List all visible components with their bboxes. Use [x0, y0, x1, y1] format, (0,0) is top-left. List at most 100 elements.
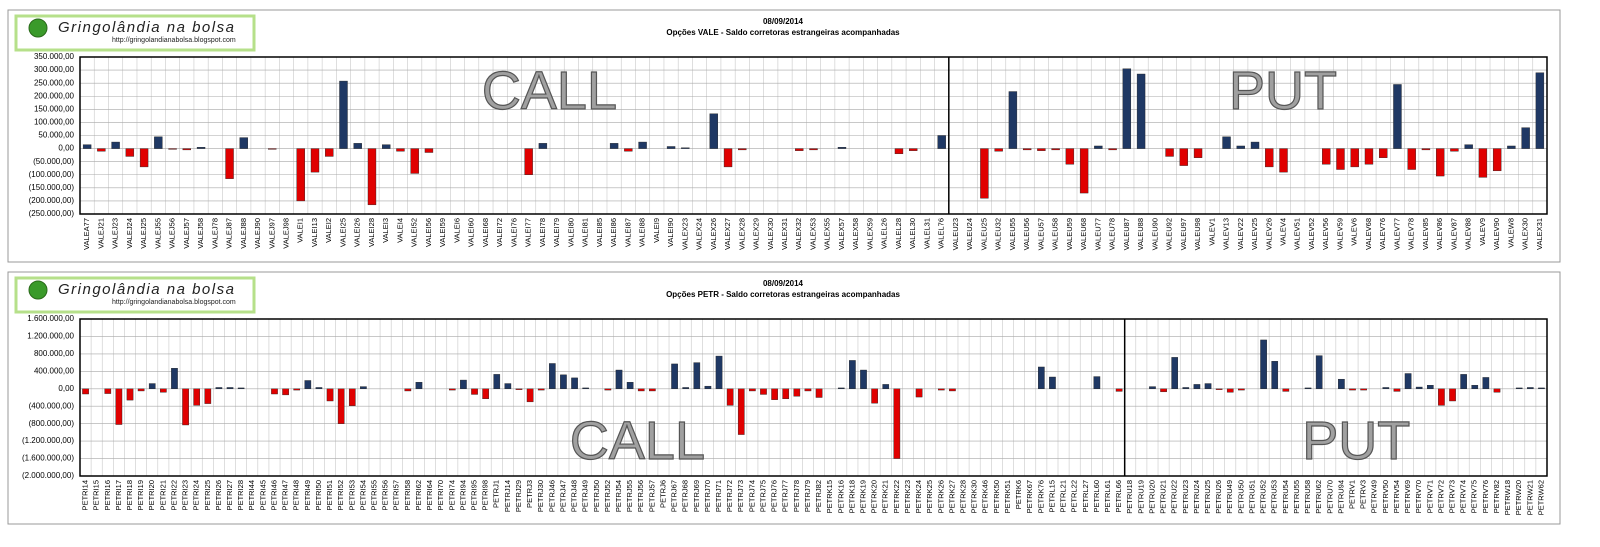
x-tick-label: PETRI55 — [369, 480, 378, 510]
x-tick-label: VALEU77 — [1093, 218, 1102, 250]
x-tick-label: VALEU68 — [1079, 218, 1088, 250]
x-tick-label: VALEI79 — [552, 218, 561, 247]
x-tick-label: VALEI88 — [638, 218, 647, 247]
x-tick-label: VALEJ57 — [182, 218, 191, 249]
x-tick-label: PETRJ72 — [725, 480, 734, 512]
x-tick-label: PETRI98 — [481, 480, 490, 510]
x-tick-label: PETRI15 — [92, 480, 101, 510]
bar — [1260, 339, 1267, 389]
bar — [782, 388, 790, 400]
bar — [1093, 376, 1101, 389]
x-tick-label: PETRJ29 — [514, 480, 523, 512]
x-tick-label: PETRI23 — [181, 480, 190, 510]
x-tick-label: VALEX23 — [680, 218, 689, 250]
x-tick-label: PETRJ77 — [781, 480, 790, 512]
bar — [1215, 388, 1223, 390]
bar — [237, 387, 245, 389]
y-tick-label: 0,00 — [58, 144, 74, 153]
bar — [1136, 73, 1146, 149]
x-tick-label: PETRU58 — [1303, 480, 1312, 514]
bar — [382, 144, 391, 149]
x-tick-label: VALEV90 — [1492, 218, 1501, 250]
bar — [293, 388, 301, 391]
bar — [1415, 386, 1423, 389]
bar — [937, 135, 946, 149]
x-tick-label: PETRL15 — [1047, 480, 1056, 513]
bar — [1322, 148, 1331, 165]
bar — [1350, 148, 1359, 168]
bar — [215, 387, 223, 389]
x-tick-label: PETRI48 — [292, 480, 301, 510]
x-tick-label: PETRW18 — [1503, 480, 1512, 515]
x-tick-label: VALEL30 — [908, 218, 917, 249]
bar — [1049, 376, 1056, 389]
bar — [82, 388, 89, 395]
x-tick-label: PETRI58 — [403, 480, 412, 510]
y-tick-label: 300.000,00 — [34, 65, 75, 74]
x-tick-label: PETRI24 — [192, 480, 201, 510]
bar — [771, 388, 778, 400]
bar — [1450, 148, 1459, 152]
x-tick-label: VALEI87 — [623, 218, 632, 247]
y-tick-label: 150.000,00 — [34, 104, 75, 113]
x-tick-label: VALEJ90 — [253, 218, 262, 249]
x-tick-label: PETRI47 — [281, 480, 290, 510]
x-tick-label: VALEI85 — [595, 218, 604, 247]
bar — [538, 143, 548, 149]
bar — [582, 387, 589, 389]
bar — [1426, 385, 1434, 389]
bar — [1521, 127, 1530, 149]
bar — [1315, 355, 1323, 389]
x-tick-label: PETRJ30 — [536, 480, 545, 512]
bar — [526, 388, 534, 403]
x-tick-label: PETRU21 — [1159, 480, 1168, 514]
bar — [1271, 361, 1279, 389]
bar — [410, 148, 419, 174]
x-tick-label: PETRV3 — [1359, 480, 1368, 509]
x-tick-label: VALEV85 — [1421, 218, 1430, 250]
x-tick-label: PETRU24 — [1192, 480, 1201, 514]
bar — [367, 148, 377, 206]
x-tick-label: PETRI20 — [147, 480, 156, 510]
x-tick-label: PETRK26 — [936, 480, 945, 513]
x-tick-label: VALEV26 — [1264, 218, 1273, 250]
bar — [148, 383, 156, 389]
bar — [126, 388, 134, 401]
x-tick-label: PETRJ78 — [792, 480, 801, 512]
x-tick-label: PETRK24 — [914, 480, 923, 513]
x-tick-label: VALEV6 — [1350, 218, 1359, 246]
bar — [348, 388, 356, 406]
bar — [1482, 377, 1490, 389]
x-tick-label: PETRI46 — [269, 480, 278, 510]
bar — [909, 148, 918, 151]
bar — [1460, 374, 1467, 389]
x-tick-label: PETRL61 — [1103, 480, 1112, 513]
y-tick-label: 800.000,00 — [34, 349, 75, 358]
x-tick-label: VALEU92 — [1165, 218, 1174, 250]
x-tick-label: PETRI57 — [392, 480, 401, 510]
x-tick-label: PETRJ49 — [581, 480, 590, 512]
y-tick-label: 200.000,00 — [34, 91, 75, 100]
x-tick-label: VALEV78 — [1407, 218, 1416, 250]
bar — [980, 148, 989, 199]
x-tick-label: PETRK19 — [858, 480, 867, 513]
bar — [1493, 388, 1501, 393]
x-tick-label: PETRV73 — [1448, 480, 1457, 513]
x-tick-label: PETRJ3 — [525, 480, 534, 508]
x-tick-label: VALEX27 — [723, 218, 732, 250]
bar — [1038, 366, 1045, 389]
x-tick-label: PETRJ48 — [570, 480, 579, 512]
y-tick-label: (1.200.000,00) — [22, 436, 74, 445]
x-tick-label: PETRI16 — [103, 480, 112, 510]
x-tick-label: PETRK23 — [903, 480, 912, 513]
x-tick-label: VALEU25 — [979, 218, 988, 250]
bar — [271, 388, 278, 395]
x-tick-label: VALEV4 — [1278, 218, 1287, 246]
bar — [315, 387, 323, 389]
x-tick-label: VALEJ23 — [111, 218, 120, 249]
x-tick-label: PETRU55 — [1292, 480, 1301, 514]
bar — [125, 148, 135, 157]
bar — [515, 388, 523, 390]
bar — [182, 388, 189, 426]
x-tick-label: VALEJ98 — [282, 218, 291, 249]
